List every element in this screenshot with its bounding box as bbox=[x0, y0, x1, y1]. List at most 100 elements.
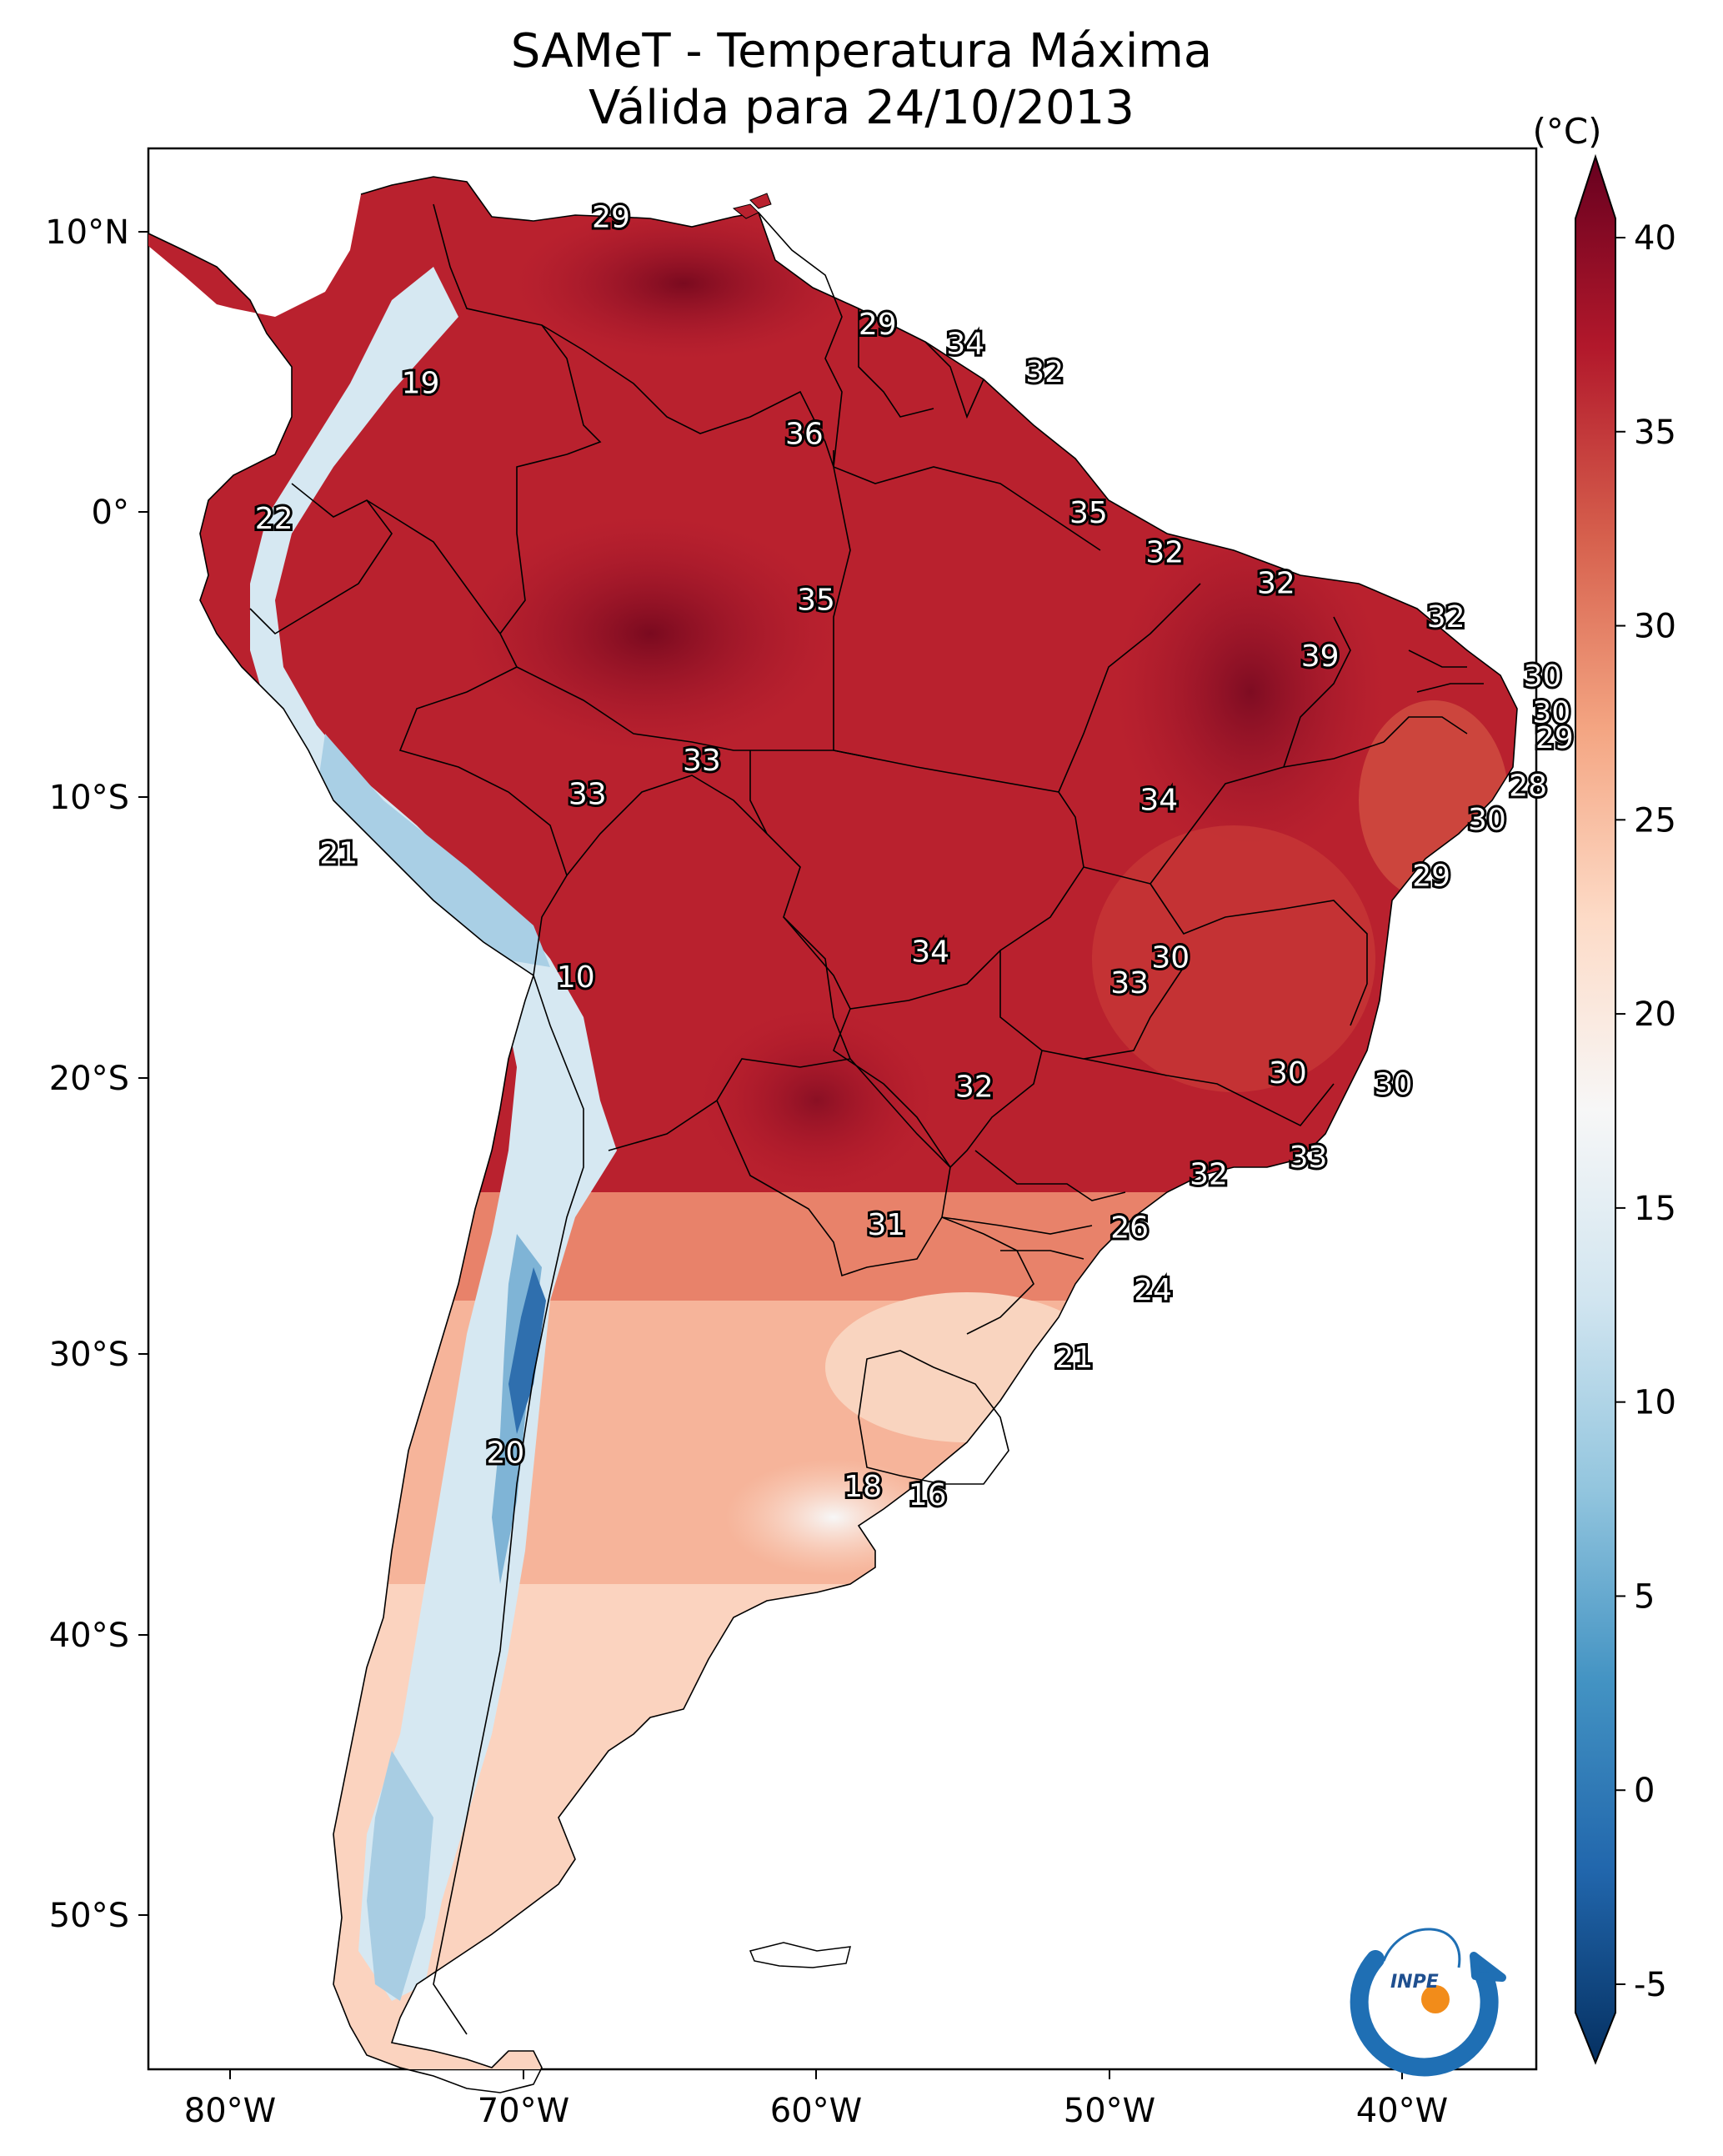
station-temperature-label: 21 bbox=[1054, 1341, 1093, 1375]
station-temperature-label: 34 bbox=[911, 935, 949, 970]
station-temperature-label: 29 bbox=[1412, 860, 1450, 894]
station-temperature-label: 21 bbox=[319, 837, 358, 871]
colorbar-ticks: 40 35 30 25 20 15 10 5 0 -5 bbox=[1615, 219, 1676, 2004]
station-temperature-label: 24 bbox=[1134, 1273, 1172, 1307]
station-temperature-label: 16 bbox=[909, 1478, 947, 1512]
border-french-guiana bbox=[924, 341, 984, 419]
x-tick-label: 70°W bbox=[478, 2092, 569, 2130]
station-temperature-label: 33 bbox=[683, 744, 721, 778]
y-tick-label: 50°S bbox=[49, 1897, 129, 1935]
border-ecuador bbox=[249, 483, 393, 635]
station-temperature-label: 32 bbox=[955, 1070, 994, 1105]
y-tick-label: 10°N bbox=[45, 213, 129, 252]
colorbar-tick-label: 15 bbox=[1634, 1190, 1676, 1228]
hot-core-northeast bbox=[1117, 525, 1384, 859]
station-temperature-label: 28 bbox=[1509, 770, 1547, 804]
station-temperature-label: 32 bbox=[1190, 1157, 1228, 1191]
logo-swoosh bbox=[1350, 1950, 1499, 2077]
colorbar-unit-label: (°C) bbox=[1532, 111, 1601, 152]
logo-sun-icon bbox=[1421, 1985, 1450, 2013]
x-tick-label: 40°W bbox=[1356, 2092, 1448, 2130]
colorbar-body bbox=[1575, 153, 1616, 2065]
y-tick-label: 30°S bbox=[49, 1336, 129, 1374]
logo-orbit-icon bbox=[1382, 1928, 1461, 1968]
station-temperature-label: 36 bbox=[785, 418, 824, 452]
station-temperature-label: 18 bbox=[844, 1470, 882, 1504]
cooler-highlands-brazil bbox=[1092, 825, 1375, 1092]
border-guyana bbox=[758, 212, 843, 468]
title-line-1: SAMeT - Temperatura Máxima bbox=[510, 24, 1213, 78]
station-temperature-label: 32 bbox=[1025, 355, 1064, 389]
station-temperature-label: 30 bbox=[1532, 696, 1570, 730]
station-temperature-label: 33 bbox=[1110, 966, 1149, 1000]
station-temperature-label: 29 bbox=[592, 201, 630, 235]
border-colombia-brazil bbox=[499, 454, 568, 634]
country-borders bbox=[148, 176, 1518, 2093]
station-temperature-label: 35 bbox=[1069, 496, 1108, 530]
station-temperature-label: 19 bbox=[402, 367, 440, 401]
station-temperature-label: 34 bbox=[946, 327, 984, 361]
inpe-logo: INPE bbox=[1350, 1928, 1506, 2077]
map-title: SAMeT - Temperatura Máxima Válida para 2… bbox=[0, 23, 1723, 137]
hot-core-venezuela bbox=[517, 208, 850, 358]
colorbar-tick-label: 10 bbox=[1634, 1384, 1676, 1422]
brazil-states-north bbox=[516, 466, 1101, 835]
hot-core-chaco bbox=[700, 1009, 934, 1192]
logo-text: INPE bbox=[1390, 1972, 1439, 1993]
border-suriname bbox=[858, 308, 934, 418]
y-axis: 10°N 0° 10°S 20°S 30°S 40°S 50°S bbox=[45, 213, 148, 1935]
station-temperature-label: 22 bbox=[255, 502, 293, 536]
colorbar-tick-label: 40 bbox=[1634, 219, 1676, 258]
station-temperature-label: 30 bbox=[1375, 1067, 1413, 1101]
colorbar-tick-label: 0 bbox=[1634, 1772, 1655, 1810]
border-chile-argentina bbox=[433, 975, 584, 2035]
colorbar: (°C) 40 35 30 25 20 15 10 5 0 -5 bbox=[1532, 111, 1676, 2065]
station-temperature-label: 32 bbox=[1257, 566, 1295, 600]
border-paraguay bbox=[716, 1058, 951, 1277]
station-temperature-label: 26 bbox=[1110, 1211, 1149, 1246]
colorbar-tick-label: -5 bbox=[1634, 1966, 1667, 2004]
y-tick-label: 20°S bbox=[49, 1060, 129, 1098]
border-colombia-venezuela bbox=[433, 203, 602, 455]
station-temperature-label: 31 bbox=[867, 1208, 905, 1242]
logo-arrow-icon bbox=[1470, 1952, 1506, 1982]
station-temperature-label: 20 bbox=[486, 1436, 524, 1471]
station-temperature-label: 30 bbox=[1468, 803, 1506, 837]
colorbar-tick-label: 35 bbox=[1634, 414, 1676, 452]
andes-deep-blue bbox=[508, 1267, 546, 1434]
colorbar-tick-label: 30 bbox=[1634, 608, 1676, 646]
colorbar-tick-label: 25 bbox=[1634, 801, 1676, 840]
border-peru-brazil bbox=[398, 666, 568, 976]
border-venezuela-brazil bbox=[541, 324, 834, 468]
border-uruguay bbox=[858, 1350, 1009, 1485]
x-tick-label: 50°W bbox=[1064, 2092, 1155, 2130]
andes-cold-band bbox=[250, 267, 617, 2001]
station-temperature-label: 32 bbox=[1145, 535, 1184, 569]
station-temperature-label: 35 bbox=[797, 584, 835, 618]
x-tick-label: 80°W bbox=[184, 2092, 276, 2130]
peru-bolivia-cold bbox=[317, 734, 550, 967]
title-line-2: Válida para 24/10/2013 bbox=[589, 81, 1134, 135]
station-temperature-label: 29 bbox=[859, 308, 897, 342]
y-tick-label: 10°S bbox=[49, 779, 129, 817]
station-temperature-label: 39 bbox=[1301, 639, 1340, 674]
patagonia-cold bbox=[367, 1751, 433, 2001]
station-temperature-label: 10 bbox=[557, 960, 595, 995]
station-temperature-label: 30 bbox=[1524, 659, 1562, 694]
station-temperature-label: 32 bbox=[1427, 600, 1465, 634]
border-peru-colombia bbox=[366, 499, 518, 668]
border-bolivia bbox=[566, 775, 852, 1151]
y-tick-label: 40°S bbox=[49, 1617, 129, 1655]
station-temperature-label: 34 bbox=[1139, 783, 1178, 817]
station-temperature-label: 29 bbox=[1535, 721, 1574, 755]
caribbean-islands bbox=[732, 193, 772, 219]
border-argentina-brazil bbox=[941, 1216, 1034, 1335]
hot-core-amazon bbox=[467, 517, 834, 750]
coastline-outline bbox=[148, 176, 1518, 2093]
colorbar-tick-label: 20 bbox=[1634, 995, 1676, 1034]
station-temperature-label: 33 bbox=[568, 778, 607, 812]
station-temperature-label: 33 bbox=[1290, 1141, 1328, 1175]
station-temperature-label: 30 bbox=[1151, 940, 1190, 975]
